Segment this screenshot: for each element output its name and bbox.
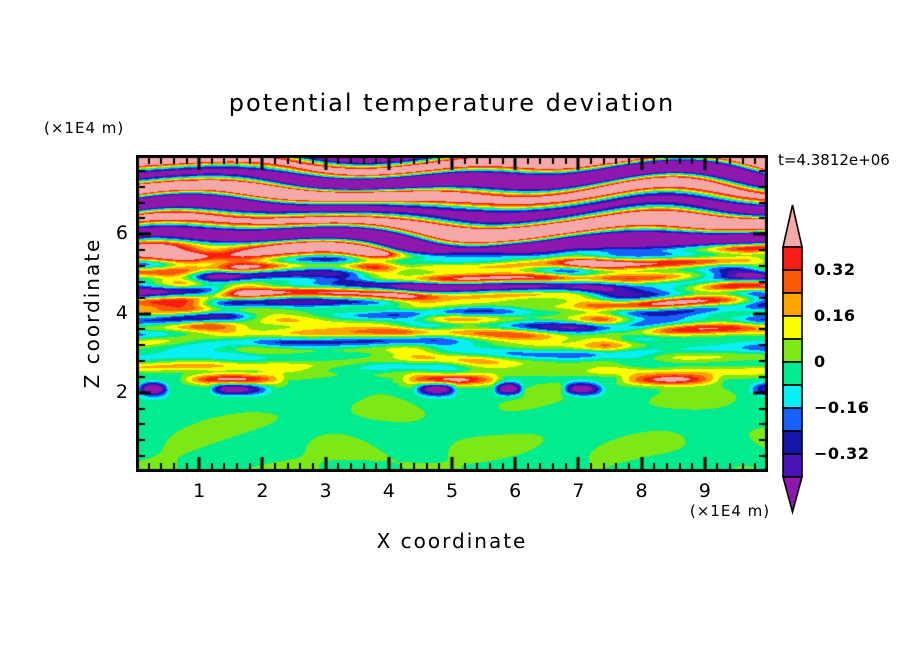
- z-tick-label: 4: [115, 301, 128, 324]
- x-axis-unit-label: (×1E4 m): [689, 502, 771, 520]
- x-tick-label: 3: [319, 480, 332, 502]
- z-tick-label: 2: [115, 380, 128, 403]
- x-tick-label: 6: [509, 480, 522, 502]
- x-tick-label: 1: [193, 480, 206, 502]
- colorbar-tick-label: −0.16: [814, 398, 870, 417]
- x-tick-label: 4: [382, 480, 395, 502]
- chart-title: potential temperature deviation: [228, 89, 676, 117]
- x-tick-label: 5: [445, 480, 459, 502]
- x-tick-label: 7: [572, 480, 585, 502]
- colorbar-tick-label: 0.16: [814, 306, 856, 325]
- x-tick-label: 8: [635, 480, 648, 502]
- x-axis-label: X coordinate: [376, 529, 528, 553]
- x-tick-label: 2: [256, 480, 269, 502]
- x-tick-label: 9: [698, 480, 711, 502]
- colorbar: [781, 204, 804, 516]
- z-axis-unit-label: (×1E4 m): [44, 119, 125, 137]
- colorbar-tick-label: −0.32: [814, 444, 870, 463]
- time-annotation: t=4.3812e+06: [778, 151, 890, 169]
- colorbar-tick-label: 0.32: [814, 260, 856, 279]
- heatmap-canvas: [136, 155, 768, 472]
- colorbar-tick-label: 0: [814, 352, 826, 371]
- z-tick-label: 6: [115, 222, 128, 245]
